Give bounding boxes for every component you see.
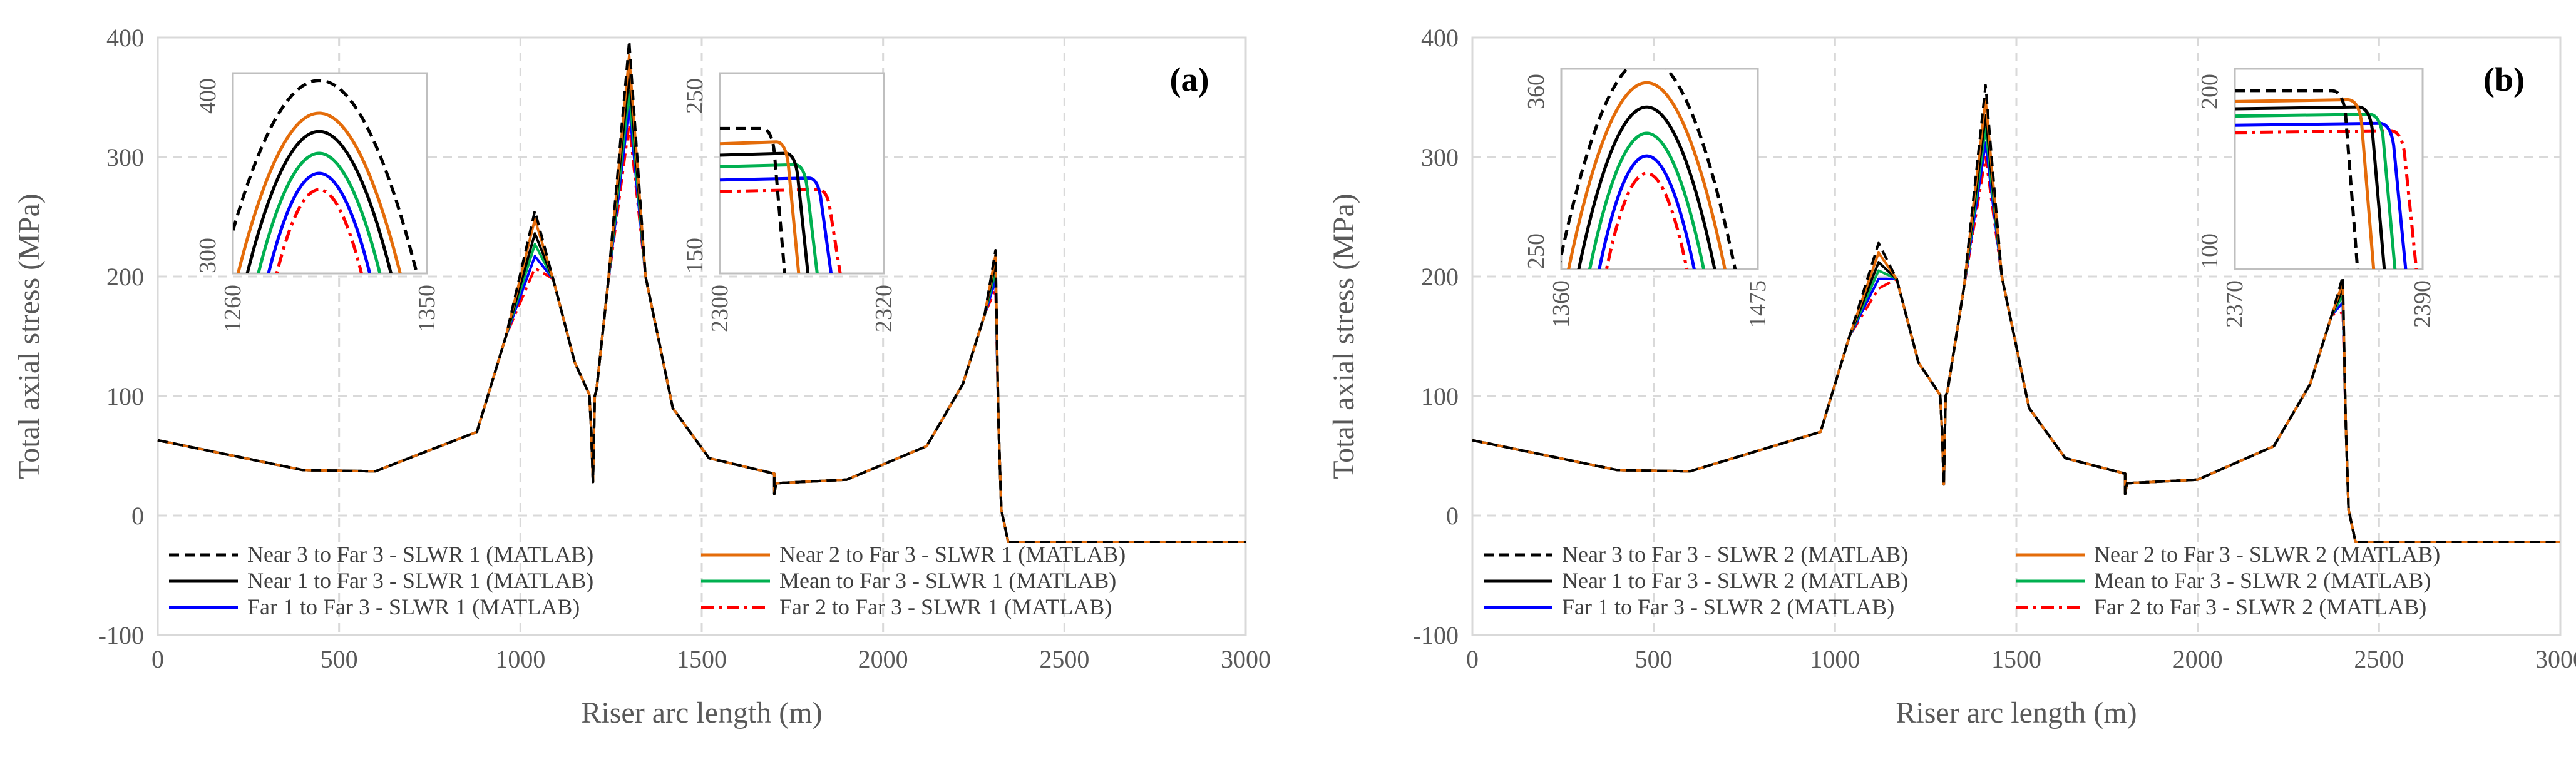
inset-series-line xyxy=(1577,105,1716,269)
legend-label: Far 2 to Far 3 - SLWR 1 (MATLAB) xyxy=(779,594,1112,619)
inset-frame xyxy=(232,72,428,275)
series-line xyxy=(157,39,1246,543)
legend-label: Mean to Far 3 - SLWR 2 (MATLAB) xyxy=(2094,568,2431,593)
inset-y-tick-label: 150 xyxy=(682,238,708,273)
x-tick-label: 2000 xyxy=(858,645,908,673)
y-tick-label: 200 xyxy=(1421,263,1459,291)
inset-frame xyxy=(719,72,885,275)
x-tick-label: 2500 xyxy=(2354,645,2404,673)
chart-panel-b: 050010001500200025003000-100010020030040… xyxy=(1327,24,2576,729)
inset-x-tick-label: 2390 xyxy=(2409,280,2436,328)
inset-x-tick-label: 2370 xyxy=(2222,280,2248,328)
legend-label: Near 3 to Far 3 - SLWR 1 (MATLAB) xyxy=(247,542,593,567)
x-tick-label: 2500 xyxy=(1039,645,1089,673)
inset-series-line xyxy=(233,79,419,273)
inset-x-tick-label: 1350 xyxy=(414,285,440,332)
series-line xyxy=(1472,84,2560,543)
inset-1: 1260 1350 400 300 xyxy=(195,72,440,332)
inset-curves xyxy=(720,126,842,273)
inset-series-line xyxy=(245,130,393,273)
y-tick-label: 300 xyxy=(106,143,144,171)
inset-series-line xyxy=(1567,81,1727,269)
y-axis-title: Total axial stress (MPa) xyxy=(13,193,46,479)
legend-label: Far 2 to Far 3 - SLWR 2 (MATLAB) xyxy=(2094,594,2426,619)
x-axis-title: Riser arc length (m) xyxy=(581,696,822,729)
y-tick-label: 0 xyxy=(1446,502,1459,530)
inset-series-line xyxy=(720,176,833,273)
inset-y-tick-label: 250 xyxy=(682,78,708,114)
y-axis-title: Total axial stress (MPa) xyxy=(1327,193,1360,479)
inset-curves xyxy=(233,79,419,273)
inset-x-tick-label: 2300 xyxy=(707,285,733,332)
legend-label: Mean to Far 3 - SLWR 1 (MATLAB) xyxy=(779,568,1116,593)
chart-panel-a: 0 500 1000 1500 2000 2500 3000-100010020030040… xyxy=(13,24,1271,729)
legend-label: Near 1 to Far 3 - SLWR 2 (MATLAB) xyxy=(1562,568,1908,593)
x-tick-label: 2000 xyxy=(2173,645,2223,673)
inset-series-line xyxy=(720,140,801,273)
inset-series-line xyxy=(236,111,402,273)
x-tick-label: 3000 xyxy=(2535,645,2576,673)
inset-series-line xyxy=(2235,98,2376,269)
inset-series-line xyxy=(257,151,382,273)
inset-series-line xyxy=(1604,171,1689,269)
inset-y-tick-label: 250 xyxy=(1523,233,1549,269)
y-tick-label: 300 xyxy=(1421,143,1459,171)
inset-y-tick-label: 360 xyxy=(1523,74,1549,109)
inset-series-line xyxy=(275,188,364,273)
inset-x-tick-label: 1475 xyxy=(1745,280,1771,328)
y-tick-label: -100 xyxy=(98,621,144,649)
legend-label: Far 1 to Far 3 - SLWR 2 (MATLAB) xyxy=(1562,594,1894,619)
inset-x-tick-label: 2320 xyxy=(871,285,897,332)
x-tick-label: 500 xyxy=(321,645,358,673)
y-tick-label: 100 xyxy=(1421,382,1459,410)
y-tick-label: 0 xyxy=(131,502,144,530)
x-tick-label: 1500 xyxy=(677,645,727,673)
legend-label: Near 2 to Far 3 - SLWR 2 (MATLAB) xyxy=(2094,542,2440,567)
y-tick-label: -100 xyxy=(1413,621,1459,649)
inset-y-tick-label: 300 xyxy=(195,238,221,273)
x-tick-label: 0 xyxy=(151,645,164,673)
panel-label: (a) xyxy=(1170,61,1209,98)
legend-label: Near 3 to Far 3 - SLWR 2 (MATLAB) xyxy=(1562,542,1908,567)
legend-label: Far 1 to Far 3 - SLWR 1 (MATLAB) xyxy=(247,594,580,619)
x-tick-label: 1500 xyxy=(1991,645,2041,673)
x-tick-label: 1000 xyxy=(495,645,545,673)
inset-y-tick-label: 200 xyxy=(2197,74,2223,109)
inset-series-line xyxy=(720,126,787,273)
inset-series-line xyxy=(1598,154,1696,269)
inset-2: 2370 2390 200 100 xyxy=(2197,68,2436,328)
inset-curves xyxy=(1561,69,1737,269)
inset-series-line xyxy=(1588,131,1706,269)
inset-series-line xyxy=(1561,69,1737,269)
y-tick-label: 100 xyxy=(106,382,144,410)
inset-x-tick-label: 1360 xyxy=(1548,280,1574,328)
panel-label: (b) xyxy=(2483,61,2525,98)
x-axis-title: Riser arc length (m) xyxy=(1896,696,2137,729)
legend: Near 3 to Far 3 - SLWR 2 (MATLAB) Near 2 … xyxy=(1484,542,2440,619)
inset-y-tick-label: 100 xyxy=(2197,233,2223,269)
y-tick-label: 200 xyxy=(106,263,144,291)
x-tick-label: 1000 xyxy=(1810,645,1860,673)
inset-curves xyxy=(2235,89,2418,269)
inset-2: 2300 2320 250 150 xyxy=(682,72,897,332)
x-tick-label: 500 xyxy=(1635,645,1673,673)
legend-label: Near 2 to Far 3 - SLWR 1 (MATLAB) xyxy=(779,542,1126,567)
inset-y-tick-label: 400 xyxy=(195,78,221,114)
x-tick-label: 0 xyxy=(1466,645,1479,673)
y-tick-label: 400 xyxy=(106,24,144,52)
legend: Near 3 to Far 3 - SLWR 1 (MATLAB) Near 2 … xyxy=(169,542,1126,619)
inset-1: 1360 1475 360 250 xyxy=(1523,68,1771,328)
legend-label: Near 1 to Far 3 - SLWR 1 (MATLAB) xyxy=(247,568,593,593)
inset-series-line xyxy=(2235,89,2359,269)
x-tick-label: 3000 xyxy=(1221,645,1271,673)
inset-series-line xyxy=(267,171,372,273)
inset-x-tick-label: 1260 xyxy=(220,285,246,332)
y-tick-label: 400 xyxy=(1421,24,1459,52)
inset-series-line xyxy=(720,188,842,273)
